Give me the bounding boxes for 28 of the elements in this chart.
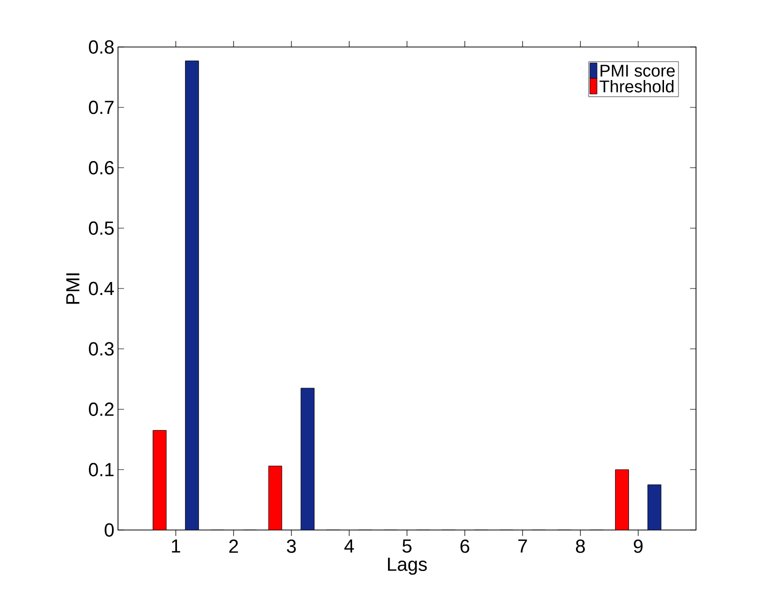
y-tick-label: 0.6 (88, 161, 114, 174)
x-tick-label: 1 (172, 540, 180, 553)
y-tick-label: 0.1 (88, 462, 114, 476)
y-axis-title: PMI (66, 273, 80, 304)
bar (647, 484, 662, 530)
legend-label: PMI score (600, 64, 675, 77)
x-tick-label: 5 (402, 540, 412, 553)
bar (615, 469, 629, 530)
bar (152, 430, 167, 530)
x-axis-title: Lags (388, 558, 427, 575)
bar (268, 466, 282, 530)
bar (300, 388, 314, 530)
x-tick-label: 7 (518, 540, 527, 553)
legend-label: Threshold (600, 80, 674, 92)
y-tick-label: 0.2 (88, 402, 114, 416)
y-tick-label: 0.7 (88, 100, 114, 114)
x-tick-label: 9 (634, 540, 643, 553)
x-tick-label: 2 (229, 540, 238, 553)
y-tick-label: 0.5 (88, 221, 114, 235)
bar (185, 60, 199, 530)
x-tick-label: 4 (344, 540, 354, 553)
y-tick-label: 0.4 (88, 282, 114, 296)
y-tick-label: 0 (104, 523, 114, 537)
y-tick-label: 0.8 (88, 40, 114, 54)
x-tick-label: 6 (460, 540, 470, 553)
y-tick-label: 0.3 (88, 342, 114, 356)
x-tick-label: 8 (576, 540, 585, 553)
x-tick-label: 3 (286, 540, 296, 553)
